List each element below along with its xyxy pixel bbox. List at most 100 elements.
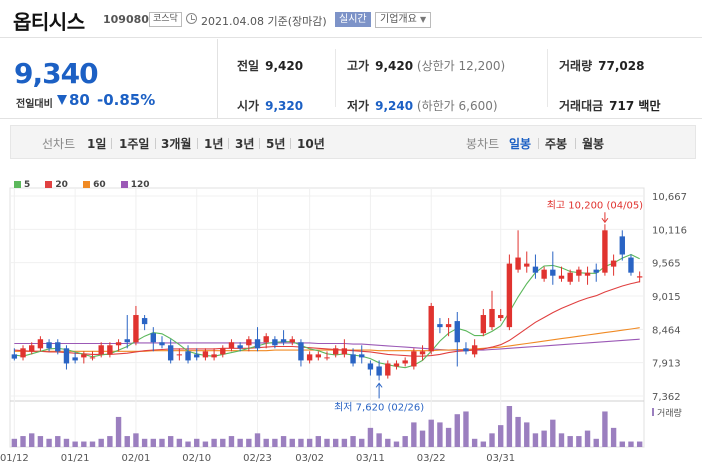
candle	[185, 345, 191, 364]
tab-3y[interactable]: 3년	[235, 137, 255, 151]
candle-body	[55, 342, 61, 352]
x-tick-label: 02/01	[122, 453, 151, 464]
volume-bar	[445, 427, 452, 447]
candle	[72, 352, 78, 364]
volume-bar	[602, 411, 608, 447]
candle-body	[202, 351, 209, 358]
basis-date: 2021.04.08 기준(장마감)	[201, 15, 327, 28]
candle-body	[167, 345, 174, 361]
volume-bar	[498, 425, 504, 447]
volume-bar	[176, 438, 183, 447]
stock-name: 옵티시스	[13, 10, 85, 34]
volume-bar	[150, 438, 156, 447]
max-arrowhead-icon	[601, 217, 609, 224]
candle-body	[29, 345, 35, 352]
candle	[89, 351, 96, 361]
stock-header: 옵티시스 109080 코스닥 2021.04.08 기준(장마감) 실시간 기…	[0, 0, 702, 38]
candle-body	[324, 357, 330, 359]
candle-body	[72, 357, 78, 361]
company-info-dropdown[interactable]: 기업개요 ▼	[375, 12, 432, 28]
volume-bar	[454, 414, 460, 447]
candle-body	[419, 351, 426, 355]
candle	[567, 269, 573, 285]
volume-bar	[636, 441, 643, 447]
candle-body	[220, 348, 226, 355]
candle	[176, 348, 183, 361]
volume-bar	[480, 441, 487, 447]
candle-body	[515, 257, 521, 270]
high-cell: 고가 9,420 (상한가 12,200)	[347, 59, 506, 73]
line-chart-label: 선차트	[42, 137, 76, 151]
candle	[289, 336, 295, 346]
candle	[359, 345, 365, 364]
volume-bar	[524, 422, 530, 447]
candle-body	[437, 324, 443, 328]
prev-close-cell: 전일 9,420	[237, 59, 304, 73]
low-cell: 저가 9,240 (하한가 6,600)	[347, 99, 498, 113]
candle	[272, 336, 278, 349]
candle	[254, 327, 261, 352]
candle-body	[393, 363, 400, 367]
candle	[98, 342, 104, 358]
candle-body	[185, 351, 191, 361]
tab-10y[interactable]: 10년	[297, 137, 325, 151]
volume-bar	[376, 433, 382, 447]
candle	[489, 290, 495, 331]
tab-1w[interactable]: 1주일	[119, 137, 150, 151]
candle	[202, 348, 209, 361]
volume-bar	[463, 411, 469, 447]
tab-1y[interactable]: 1년	[204, 137, 224, 151]
tab-daily[interactable]: 일봉	[509, 137, 532, 151]
candle-body	[98, 345, 104, 355]
candle-body	[445, 324, 452, 328]
price-summary: 9,340 전일대비 80 -0.85% 전일 9,420 고가 9,420 (상한…	[0, 39, 702, 119]
change-label: 전일대비	[16, 99, 53, 110]
x-tick-label: 02/23	[243, 453, 272, 464]
volume-bar	[89, 441, 96, 447]
ma20-line	[14, 281, 640, 357]
candle-body	[593, 269, 599, 273]
candle	[37, 336, 44, 352]
candle	[107, 342, 113, 358]
realtime-button[interactable]: 실시간	[335, 12, 371, 27]
y-tick-label: 10,667	[652, 192, 687, 203]
candle	[159, 336, 165, 349]
volume-bar	[584, 430, 591, 447]
tab-3m[interactable]: 3개월	[161, 137, 192, 151]
candle	[315, 351, 322, 361]
candle	[584, 266, 591, 285]
candle-body	[20, 348, 26, 358]
candle	[524, 251, 530, 273]
volume-bar	[167, 436, 174, 447]
tab-5y[interactable]: 5년	[266, 137, 286, 151]
candle	[602, 224, 608, 276]
candle-body	[471, 345, 478, 355]
volume-bar	[332, 438, 339, 447]
candle	[532, 254, 539, 279]
volume-bar	[593, 438, 599, 447]
candle-body	[263, 336, 269, 343]
tab-monthly[interactable]: 월봉	[582, 137, 605, 151]
legend-ma60: 60	[83, 180, 112, 190]
amount-cell: 거래대금 717 백만	[559, 99, 661, 113]
candle	[324, 351, 330, 361]
tab-1d[interactable]: 1일	[87, 137, 107, 151]
candle-body	[228, 342, 235, 349]
candle-body	[480, 315, 487, 334]
candle	[20, 345, 26, 361]
candle	[167, 339, 174, 364]
candle	[63, 345, 70, 370]
candle	[419, 345, 426, 361]
candle	[194, 348, 200, 361]
candle-body	[454, 321, 460, 343]
candle-body	[541, 269, 547, 279]
volume-bar	[367, 427, 374, 447]
candle-body	[63, 348, 70, 364]
candle-body	[89, 357, 96, 359]
tab-weekly[interactable]: 주봉	[545, 137, 568, 151]
volume-bar	[619, 441, 625, 447]
candle	[81, 351, 87, 364]
candle-body	[194, 354, 200, 358]
candle-body	[133, 315, 139, 343]
volume-bar	[98, 438, 104, 447]
